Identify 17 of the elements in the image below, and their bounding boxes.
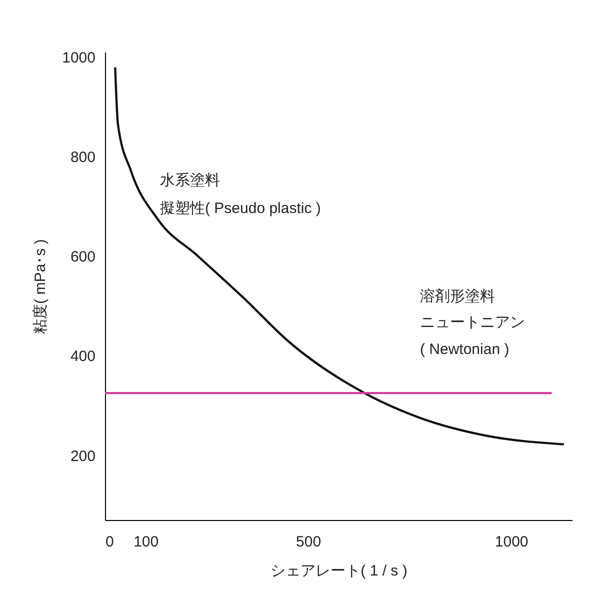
y-axis-title: 粘度( mPa･s ) — [32, 239, 50, 334]
x-tick-label: 500 — [296, 534, 322, 550]
x-axis-title: シェアレート( 1 / s ) — [270, 562, 408, 580]
y-tick-label: 200 — [70, 448, 96, 465]
y-tick-label: 800 — [70, 149, 96, 166]
annotation: 水系塗料 — [160, 172, 220, 189]
y-tick-label: 400 — [70, 348, 96, 366]
annotation: ( Newtonian ) — [420, 341, 510, 358]
annotation: 溶剤形塗料 — [420, 288, 495, 305]
x-tick-label: 1000 — [494, 534, 528, 550]
y-tick-label: 1000 — [62, 49, 96, 66]
annotation: ニュートニアン — [420, 314, 525, 331]
x-tick-label: 100 — [134, 534, 159, 550]
y-tick-label: 600 — [70, 248, 96, 266]
annotation: 擬塑性( Pseudo plastic ) — [160, 200, 321, 217]
line-series — [114, 66, 565, 446]
x-tick-label: 0 — [106, 534, 114, 550]
